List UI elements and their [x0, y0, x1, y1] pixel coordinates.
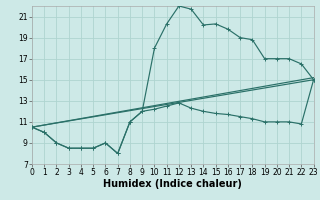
X-axis label: Humidex (Indice chaleur): Humidex (Indice chaleur): [103, 179, 242, 189]
